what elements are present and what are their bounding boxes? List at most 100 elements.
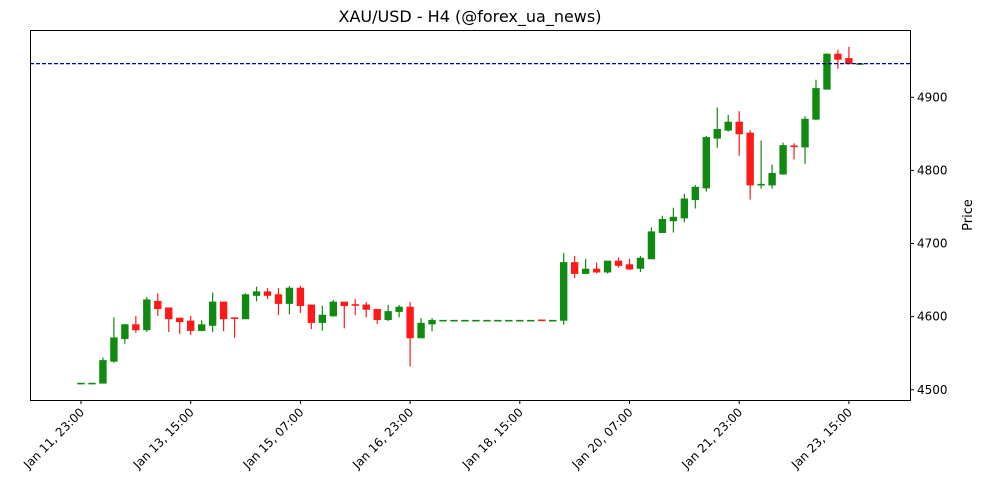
candle bbox=[702, 136, 710, 192]
candle-body bbox=[406, 306, 414, 339]
candle bbox=[285, 285, 294, 315]
candle-body bbox=[428, 319, 436, 325]
candle-body bbox=[450, 319, 458, 322]
candle-body bbox=[208, 301, 217, 326]
candle bbox=[581, 258, 590, 274]
candle bbox=[263, 288, 272, 300]
candle bbox=[241, 293, 250, 320]
candle-body bbox=[176, 317, 184, 323]
candle-body bbox=[472, 319, 480, 322]
x-tick-label: Jan 20, 07:00 bbox=[569, 405, 636, 472]
candle-body bbox=[702, 137, 710, 189]
candle-body bbox=[362, 304, 370, 310]
candle-body bbox=[516, 319, 524, 322]
candle-body bbox=[625, 264, 634, 270]
candle bbox=[110, 317, 118, 363]
candle bbox=[99, 357, 107, 384]
x-tick-label: Jan 16, 23:00 bbox=[349, 405, 416, 472]
candle bbox=[439, 319, 447, 322]
candle bbox=[219, 301, 228, 332]
candle-body bbox=[165, 307, 173, 320]
candle bbox=[208, 292, 217, 332]
candle bbox=[570, 255, 579, 278]
candle-body bbox=[592, 268, 601, 273]
candle bbox=[757, 140, 765, 189]
candle-body bbox=[724, 121, 732, 131]
candle bbox=[538, 319, 546, 322]
candle-body bbox=[636, 257, 645, 269]
candle-body bbox=[549, 319, 557, 322]
candle-body bbox=[757, 183, 765, 186]
candle-body bbox=[746, 132, 754, 186]
candle-body bbox=[603, 260, 612, 273]
candle-body bbox=[812, 88, 820, 120]
candle-body bbox=[143, 299, 151, 331]
candle bbox=[176, 317, 184, 335]
y-tick-label: 4700 bbox=[917, 237, 948, 251]
candle-body bbox=[241, 294, 250, 320]
candle bbox=[450, 319, 458, 322]
candle bbox=[527, 319, 535, 322]
candle-body bbox=[614, 260, 623, 266]
candle bbox=[274, 288, 283, 316]
candle-body bbox=[581, 268, 590, 274]
y-tick-label: 4900 bbox=[917, 90, 948, 104]
candle bbox=[362, 302, 370, 318]
candle bbox=[680, 193, 689, 223]
candle bbox=[395, 304, 403, 318]
candle bbox=[724, 114, 732, 132]
candle bbox=[384, 304, 392, 322]
y-axis: 4500 4600 4700 4800 4900 bbox=[910, 90, 948, 397]
candle-body bbox=[559, 262, 568, 321]
candle bbox=[768, 164, 776, 189]
y-tick-label: 4800 bbox=[917, 163, 948, 177]
candle-body bbox=[768, 172, 776, 186]
candle-body bbox=[197, 324, 206, 331]
candle bbox=[165, 307, 173, 332]
x-tick-label: Jan 18, 15:00 bbox=[459, 405, 526, 472]
candle-body bbox=[538, 319, 546, 322]
candle-body bbox=[527, 319, 535, 322]
candle-body bbox=[669, 216, 678, 222]
candle-body bbox=[790, 145, 798, 148]
y-tick-label: 4600 bbox=[917, 310, 948, 324]
x-axis: Jan 11, 23:00 Jan 13, 15:00 Jan 15, 07:00 J… bbox=[20, 400, 855, 472]
candle-body bbox=[834, 53, 842, 60]
plot-frame bbox=[30, 30, 911, 401]
candle bbox=[132, 315, 140, 333]
candle bbox=[735, 111, 743, 156]
candle bbox=[691, 185, 700, 209]
candle-body bbox=[483, 319, 491, 322]
candle-body bbox=[99, 360, 107, 384]
x-tick-label: Jan 21, 23:00 bbox=[678, 405, 745, 472]
candle bbox=[669, 207, 678, 233]
candle bbox=[746, 130, 754, 200]
candle bbox=[154, 293, 162, 316]
candle bbox=[252, 286, 261, 302]
candle-body bbox=[658, 218, 667, 233]
candle bbox=[636, 255, 645, 273]
candle-body bbox=[801, 118, 809, 148]
candle-body bbox=[318, 314, 327, 323]
x-tick-label: Jan 11, 23:00 bbox=[20, 405, 87, 472]
candle bbox=[647, 227, 656, 260]
candle-body bbox=[691, 186, 700, 201]
candle-body bbox=[570, 262, 579, 274]
x-tick-label: Jan 23, 15:00 bbox=[788, 405, 855, 472]
candle bbox=[834, 49, 842, 69]
candle bbox=[351, 299, 359, 316]
candle bbox=[417, 318, 425, 339]
candle bbox=[77, 382, 85, 385]
y-axis-label: Price bbox=[961, 199, 976, 231]
candle-body bbox=[274, 294, 283, 304]
candle-body bbox=[845, 58, 853, 65]
candle bbox=[406, 302, 414, 367]
candle bbox=[197, 320, 206, 332]
candle-body bbox=[647, 231, 656, 260]
candle-body bbox=[110, 337, 118, 362]
candles bbox=[77, 46, 864, 385]
x-tick-label: Jan 15, 07:00 bbox=[239, 405, 306, 472]
candle bbox=[713, 107, 721, 148]
candle-body bbox=[384, 311, 392, 320]
candle bbox=[307, 304, 316, 330]
